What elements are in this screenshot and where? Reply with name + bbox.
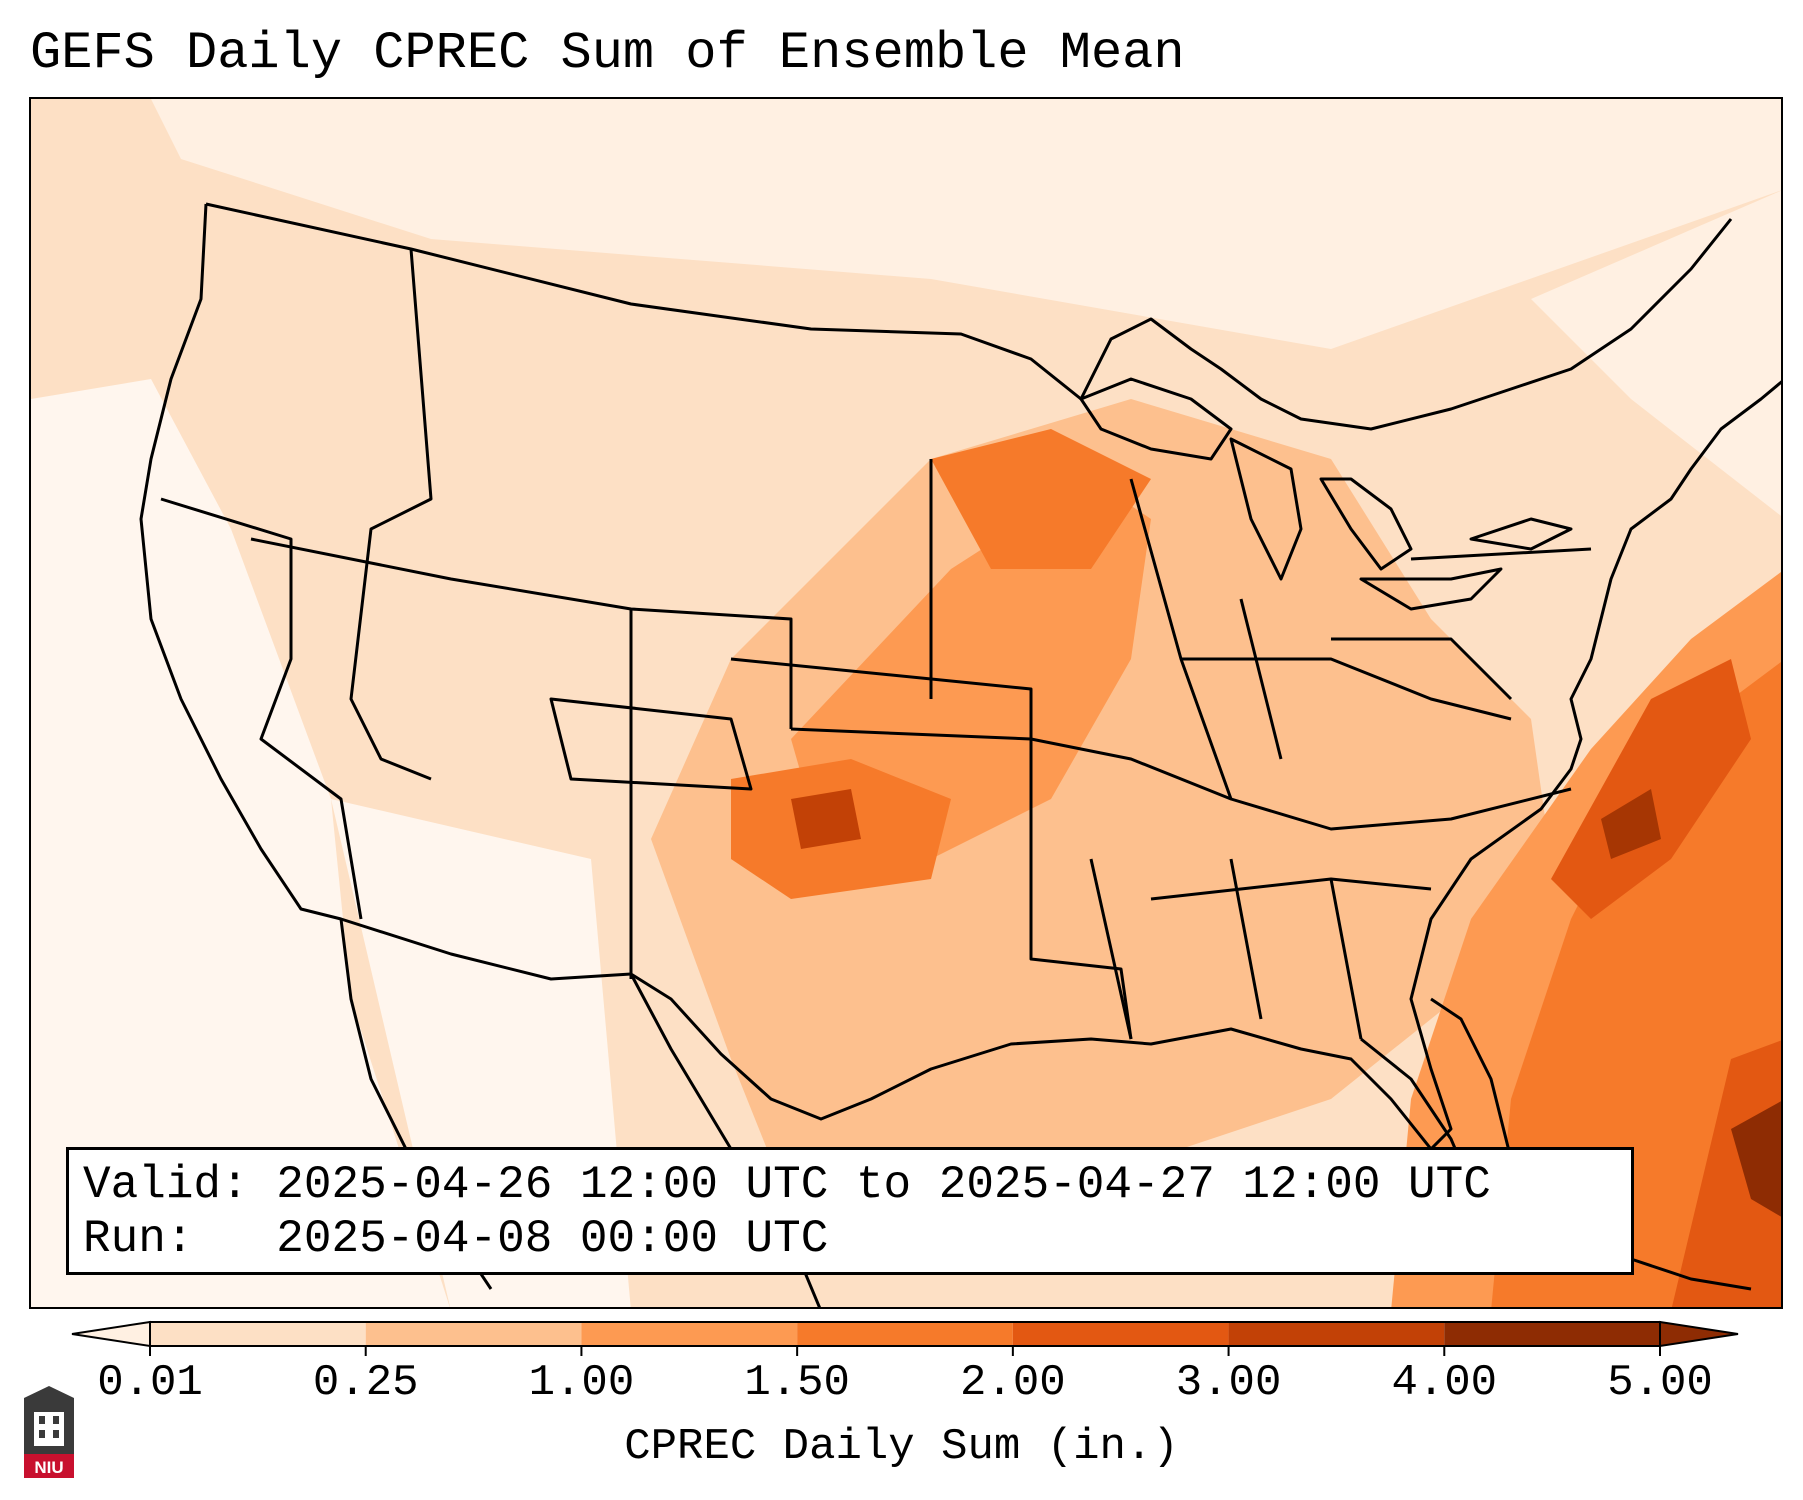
chart-title: GEFS Daily CPREC Sum of Ensemble Mean bbox=[30, 24, 1185, 83]
run-label: Run: bbox=[83, 1213, 194, 1265]
svg-text:NIU: NIU bbox=[34, 1458, 63, 1477]
run-row: Run: 2025-04-08 00:00 UTC bbox=[83, 1212, 1617, 1266]
colorbar-tick-label: 0.25 bbox=[312, 1358, 419, 1408]
precipitation-map bbox=[31, 99, 1781, 1307]
colorbar-tick-label: 3.00 bbox=[1175, 1358, 1282, 1408]
colorbar-segment bbox=[365, 1322, 582, 1346]
colorbar-tick-label: 2.00 bbox=[960, 1358, 1066, 1408]
colorbar-segment bbox=[797, 1322, 1013, 1346]
colorbar-tick-label: 1.50 bbox=[744, 1358, 850, 1408]
validity-info-box: Valid: 2025-04-26 12:00 UTC to 2025-04-2… bbox=[66, 1147, 1634, 1275]
colorbar-segment bbox=[1012, 1322, 1229, 1346]
colorbar bbox=[71, 1320, 1739, 1356]
niu-logo: NIU bbox=[24, 1386, 74, 1478]
precip-field bbox=[31, 99, 1781, 1307]
colorbar-extend-max bbox=[1659, 1320, 1739, 1348]
colorbar-tick-label: 0.01 bbox=[97, 1358, 203, 1408]
colorbar-segment bbox=[1228, 1322, 1445, 1346]
valid-label: Valid: bbox=[83, 1159, 249, 1211]
colorbar-segment bbox=[1444, 1322, 1660, 1346]
valid-time: 2025-04-26 12:00 UTC to 2025-04-27 12:00… bbox=[276, 1159, 1491, 1211]
colorbar-tick-label: 5.00 bbox=[1607, 1358, 1713, 1408]
colorbar-tick-label: 4.00 bbox=[1391, 1358, 1498, 1408]
map-panel bbox=[29, 97, 1783, 1309]
colorbar-tick-label: 1.00 bbox=[528, 1358, 635, 1408]
valid-row: Valid: 2025-04-26 12:00 UTC to 2025-04-2… bbox=[83, 1158, 1617, 1212]
colorbar-segment bbox=[581, 1322, 798, 1346]
colorbar-segment bbox=[150, 1322, 366, 1346]
colorbar-outline bbox=[149, 1321, 1661, 1347]
colorbar-extend-min bbox=[71, 1320, 151, 1348]
run-time: 2025-04-08 00:00 UTC bbox=[276, 1213, 829, 1265]
colorbar-label: CPREC Daily Sum (in.) bbox=[624, 1422, 1179, 1472]
